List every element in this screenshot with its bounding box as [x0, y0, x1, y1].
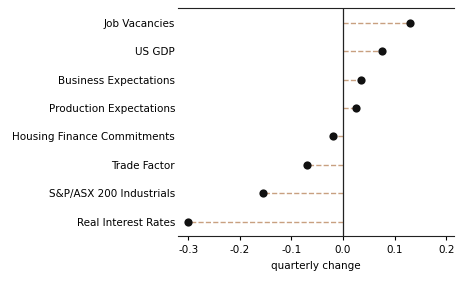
Point: [184, 219, 192, 224]
Point: [378, 49, 386, 53]
X-axis label: quarterly change: quarterly change: [271, 260, 361, 271]
Point: [329, 134, 336, 139]
Point: [259, 191, 267, 196]
Point: [406, 21, 414, 25]
Point: [357, 77, 365, 82]
Point: [303, 163, 311, 167]
Point: [352, 106, 359, 110]
